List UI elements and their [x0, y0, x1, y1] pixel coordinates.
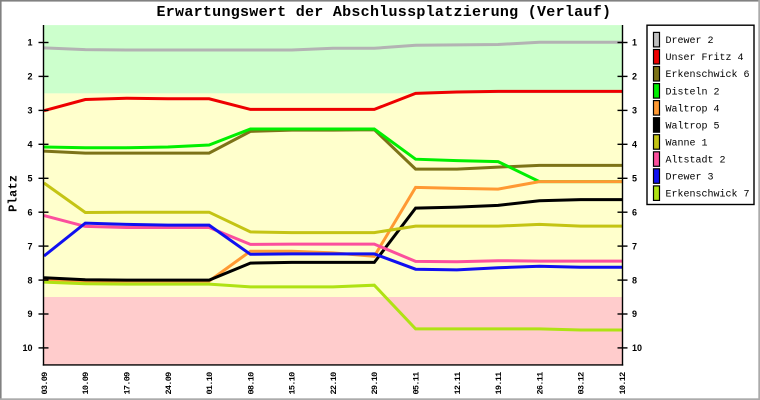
svg-text:19.11: 19.11: [494, 372, 504, 395]
svg-text:6: 6: [632, 207, 637, 217]
svg-text:9: 9: [632, 309, 637, 319]
svg-text:Erkenschwick 7: Erkenschwick 7: [666, 189, 750, 201]
svg-text:Erkenschwick 6: Erkenschwick 6: [666, 69, 750, 81]
svg-text:Erwartungswert der Abschlusspl: Erwartungswert der Abschlussplatzierung …: [157, 4, 612, 21]
svg-text:Platz: Platz: [7, 175, 21, 212]
svg-text:17.09: 17.09: [123, 372, 133, 395]
svg-text:10.09: 10.09: [81, 372, 91, 395]
svg-text:Waltrop 5: Waltrop 5: [666, 120, 720, 132]
svg-text:2: 2: [27, 72, 32, 82]
svg-text:9: 9: [27, 309, 32, 319]
svg-text:7: 7: [27, 241, 32, 251]
svg-text:4: 4: [27, 140, 32, 150]
svg-text:Drewer 2: Drewer 2: [666, 36, 714, 47]
svg-text:Altstadt 2: Altstadt 2: [666, 154, 726, 166]
svg-text:08.10: 08.10: [246, 372, 256, 395]
svg-text:5: 5: [632, 174, 637, 184]
svg-text:Wanne 1: Wanne 1: [666, 138, 708, 149]
svg-text:10: 10: [632, 343, 642, 353]
svg-text:05.11: 05.11: [412, 372, 422, 395]
svg-text:2: 2: [632, 72, 637, 82]
svg-text:03.09: 03.09: [40, 372, 50, 395]
svg-text:10: 10: [22, 343, 32, 353]
svg-text:12.11: 12.11: [453, 372, 463, 395]
svg-text:8: 8: [632, 275, 637, 285]
svg-text:4: 4: [632, 140, 637, 150]
svg-text:5: 5: [27, 174, 32, 184]
svg-text:26.11: 26.11: [535, 372, 545, 395]
svg-text:3: 3: [632, 106, 637, 116]
svg-text:24.09: 24.09: [164, 372, 174, 395]
svg-text:8: 8: [27, 275, 32, 285]
svg-text:Unser Fritz 4: Unser Fritz 4: [666, 52, 744, 64]
svg-text:6: 6: [27, 207, 32, 217]
svg-text:1: 1: [632, 38, 637, 48]
svg-text:03.12: 03.12: [577, 372, 587, 395]
svg-text:Drewer 3: Drewer 3: [666, 173, 714, 184]
svg-text:3: 3: [27, 106, 32, 116]
svg-text:Disteln 2: Disteln 2: [666, 86, 720, 98]
svg-text:Waltrop 4: Waltrop 4: [666, 103, 720, 115]
svg-text:10.12: 10.12: [618, 372, 628, 395]
svg-text:01.10: 01.10: [205, 372, 215, 395]
svg-text:7: 7: [632, 241, 637, 251]
svg-text:22.10: 22.10: [329, 372, 339, 395]
svg-text:1: 1: [27, 38, 32, 48]
svg-text:29.10: 29.10: [370, 372, 380, 395]
svg-text:15.10: 15.10: [288, 372, 298, 395]
